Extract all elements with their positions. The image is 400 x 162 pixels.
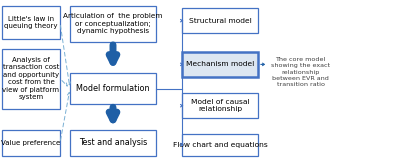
FancyBboxPatch shape bbox=[70, 130, 156, 156]
FancyBboxPatch shape bbox=[2, 49, 60, 109]
FancyBboxPatch shape bbox=[2, 6, 60, 39]
FancyBboxPatch shape bbox=[182, 52, 258, 77]
Text: Articulation of  the problem
or conceptualization;
dynamic hypothesis: Articulation of the problem or conceptua… bbox=[63, 13, 163, 34]
Text: Analysis of
transaction cost
and opportunity
cost from the
view of platform
syst: Analysis of transaction cost and opportu… bbox=[2, 57, 60, 100]
FancyBboxPatch shape bbox=[70, 6, 156, 42]
Text: The core model
showing the exact
relationship
between EVR and
transition ratio: The core model showing the exact relatio… bbox=[271, 57, 330, 87]
FancyBboxPatch shape bbox=[2, 130, 60, 156]
Text: Little's law in
queuing theory: Little's law in queuing theory bbox=[4, 16, 58, 29]
FancyBboxPatch shape bbox=[182, 8, 258, 33]
FancyBboxPatch shape bbox=[70, 73, 156, 104]
Text: Test and analysis: Test and analysis bbox=[79, 139, 147, 147]
Text: Flow chart and equations: Flow chart and equations bbox=[173, 142, 267, 148]
Text: Structural model: Structural model bbox=[189, 18, 251, 24]
Text: Value preference: Value preference bbox=[1, 140, 61, 146]
FancyBboxPatch shape bbox=[182, 93, 258, 118]
Text: Mechanism model: Mechanism model bbox=[186, 61, 254, 67]
FancyBboxPatch shape bbox=[182, 134, 258, 156]
Text: Model of causal
relationship: Model of causal relationship bbox=[191, 99, 249, 112]
Text: Model formulation: Model formulation bbox=[76, 84, 150, 93]
